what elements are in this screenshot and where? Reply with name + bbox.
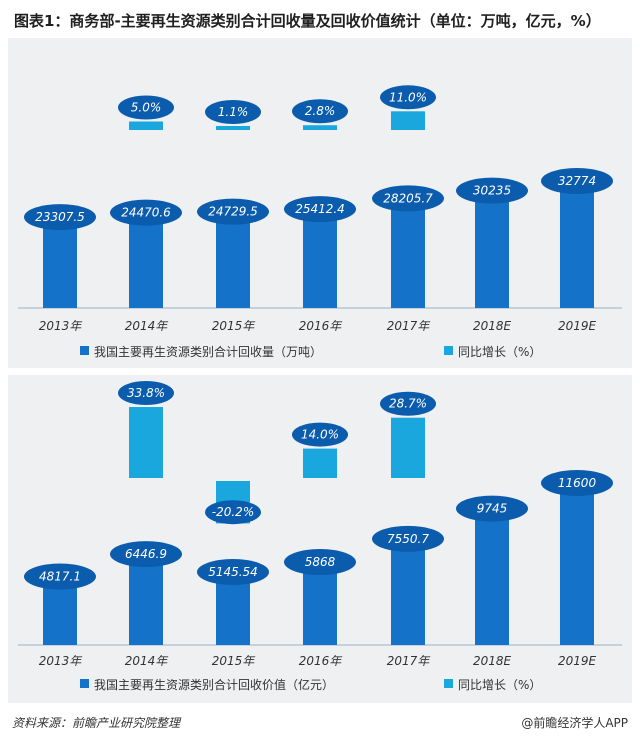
growth-value-label: 33.8% (127, 386, 165, 400)
x-tick-label: 2017年 (387, 654, 432, 668)
growth-bar (216, 126, 250, 130)
value-label-badge (24, 563, 96, 590)
volume-label-badge (284, 196, 356, 223)
growth-label-badge (380, 391, 436, 416)
volume-label-badge (197, 198, 269, 225)
volume-label-badge (24, 204, 96, 231)
value-value-label: 6446.9 (125, 547, 167, 561)
value-label-badge (541, 470, 613, 496)
x-tick-label: 2013年 (39, 654, 84, 668)
x-tick-label: 2014年 (125, 319, 170, 333)
x-tick-label: 2018E (473, 654, 512, 668)
value-label-badge (110, 541, 182, 568)
volume-value-label: 30235 (473, 184, 511, 198)
volume-bar (303, 211, 337, 308)
growth-value-label: 1.1% (218, 105, 249, 119)
volume-label-badge (110, 199, 182, 226)
volume-bar (216, 213, 250, 308)
value-label-badge (456, 495, 528, 522)
volume-label-badge (541, 168, 613, 194)
value-bar (129, 556, 163, 645)
chart-panel-volume: 23307.5 2013年 24470.6 5.0% 2014年 24729.5 1.1% 2… (8, 38, 632, 368)
x-tick-label: 2013年 (39, 319, 84, 333)
x-tick-label: 2014年 (125, 654, 170, 668)
chart-panel-value: 4817.1 2013年 6446.9 33.8% 2014年 5145.54 -20.2%… (8, 375, 632, 703)
growth-value-label: 5.0% (131, 101, 162, 115)
value-bar (43, 578, 77, 645)
growth-label-badge (118, 381, 174, 406)
brand-credit: @前瞻经济学人APP (521, 716, 628, 730)
x-tick-label: 2016年 (299, 654, 344, 668)
growth-bar (129, 407, 163, 478)
legend-swatch-growth (444, 679, 453, 688)
volume-bar (560, 183, 594, 308)
volume-label-badge (372, 185, 444, 212)
growth-label-badge (292, 422, 348, 447)
value-bar (560, 485, 594, 645)
legend-label-growth: 同比增长（%） (458, 345, 541, 359)
value-chart: 4817.1 2013年 6446.9 33.8% 2014年 5145.54 -20.2%… (18, 381, 622, 692)
growth-label-badge (380, 85, 436, 110)
volume-bar (391, 200, 425, 308)
legend-swatch-main (80, 346, 89, 355)
growth-value-label: 28.7% (389, 397, 427, 411)
value-label-badge (372, 525, 444, 552)
page-title: 图表1：商务部-主要再生资源类别合计回收量及回收价值统计（单位：万吨，亿元，%） (14, 12, 601, 30)
volume-value-label: 23307.5 (35, 210, 85, 224)
x-tick-label: 2015年 (212, 319, 257, 333)
value-value-label: 5145.54 (208, 565, 258, 579)
value-bar (216, 574, 250, 645)
value-bar (391, 540, 425, 645)
growth-value-label: 14.0% (301, 428, 339, 442)
growth-value-label: 2.8% (305, 104, 336, 118)
value-value-label: 9745 (477, 502, 508, 516)
growth-bar (303, 448, 337, 478)
volume-value-label: 32774 (558, 174, 596, 188)
volume-bar (475, 192, 509, 308)
growth-bar (391, 111, 425, 130)
volume-value-label: 24729.5 (208, 205, 258, 219)
value-value-label: 4817.1 (39, 570, 81, 584)
value-label-badge (197, 559, 269, 586)
legend-label-main: 我国主要再生资源类别合计回收量（万吨） (94, 344, 322, 359)
value-value-label: 7550.7 (387, 532, 429, 546)
growth-value-label: 11.0% (389, 90, 427, 104)
growth-label-badge (118, 95, 174, 120)
volume-value-label: 24470.6 (121, 206, 171, 220)
legend-swatch-main (80, 679, 89, 688)
volume-value-label: 25412.4 (295, 202, 345, 216)
value-bar (303, 564, 337, 645)
growth-bar (391, 417, 425, 478)
value-label-badge (284, 549, 356, 576)
volume-value-label: 28205.7 (383, 191, 433, 205)
growth-label-badge (292, 99, 348, 124)
growth-bar (129, 121, 163, 130)
value-value-label: 11600 (558, 476, 597, 490)
growth-label-badge (205, 500, 261, 525)
growth-bar (303, 125, 337, 130)
x-tick-label: 2015年 (212, 654, 257, 668)
x-tick-label: 2019E (558, 319, 597, 333)
source-note: 资料来源：前瞻产业研究院整理 (12, 716, 181, 730)
x-tick-label: 2016年 (299, 319, 344, 333)
growth-label-badge (205, 100, 261, 124)
volume-bar (43, 219, 77, 308)
volume-bar (129, 214, 163, 308)
legend-label-main: 我国主要再生资源类别合计回收价值（亿元） (94, 677, 334, 692)
value-value-label: 5868 (305, 555, 336, 569)
growth-value-label: -20.2% (212, 505, 254, 519)
legend-swatch-growth (444, 346, 453, 355)
x-tick-label: 2018E (473, 319, 512, 333)
x-tick-label: 2019E (558, 654, 597, 668)
x-tick-label: 2017年 (387, 319, 432, 333)
legend-label-growth: 同比增长（%） (458, 678, 541, 692)
volume-chart: 23307.5 2013年 24470.6 5.0% 2014年 24729.5 1.1% 2… (18, 85, 622, 359)
volume-label-badge (456, 177, 528, 204)
value-bar (475, 510, 509, 645)
